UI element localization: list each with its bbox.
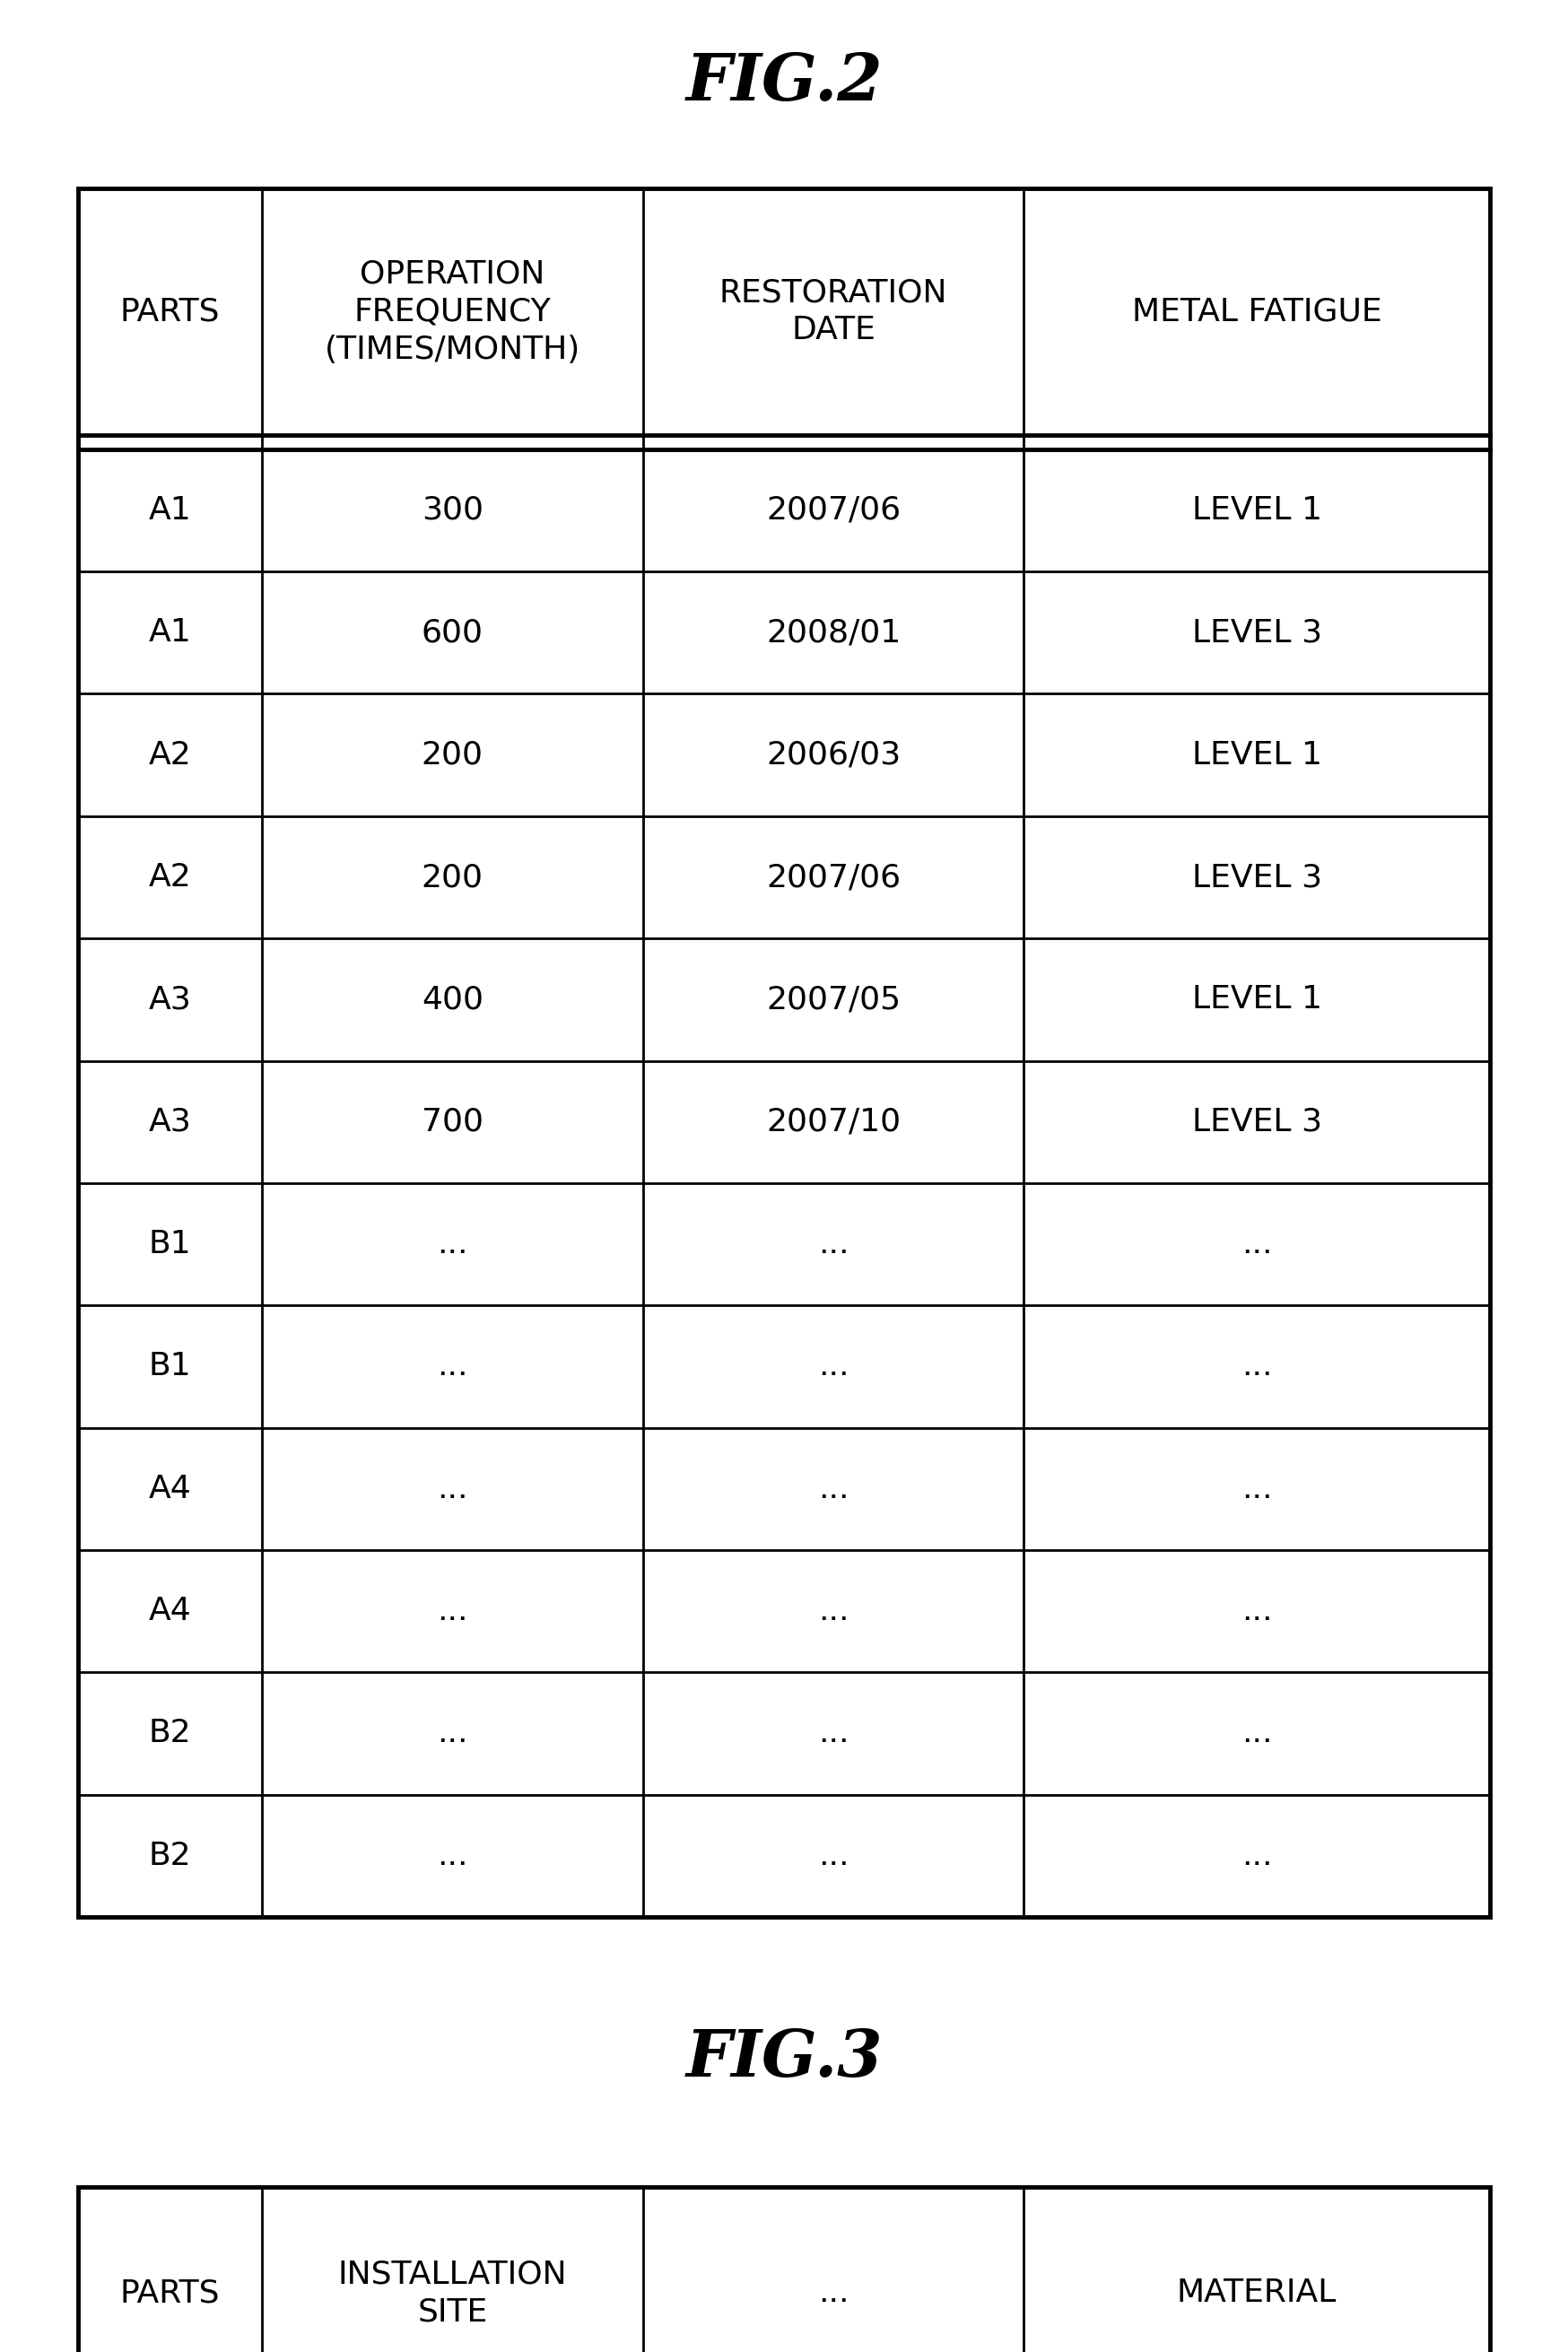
Text: LEVEL 1: LEVEL 1 <box>1192 741 1322 769</box>
Text: 600: 600 <box>422 619 483 647</box>
Text: ...: ... <box>437 1230 467 1258</box>
Text: ...: ... <box>437 1597 467 1625</box>
Text: RESTORATION
DATE: RESTORATION DATE <box>720 278 947 346</box>
Text: ...: ... <box>818 1352 848 1381</box>
Text: PARTS: PARTS <box>121 296 220 327</box>
Text: ...: ... <box>1242 1230 1272 1258</box>
Text: ...: ... <box>818 1230 848 1258</box>
Text: 2007/10: 2007/10 <box>767 1108 900 1136</box>
Text: LEVEL 1: LEVEL 1 <box>1192 985 1322 1014</box>
Text: A4: A4 <box>149 1475 191 1503</box>
Text: A1: A1 <box>149 496 191 524</box>
Text: 2007/06: 2007/06 <box>767 496 900 524</box>
Text: A3: A3 <box>149 985 191 1014</box>
Text: LEVEL 3: LEVEL 3 <box>1192 1108 1322 1136</box>
Text: INSTALLATION
SITE: INSTALLATION SITE <box>337 2258 568 2328</box>
Text: A3: A3 <box>149 1108 191 1136</box>
Bar <box>78 188 1490 1917</box>
Text: 200: 200 <box>422 741 483 769</box>
Text: ...: ... <box>818 2279 848 2307</box>
Text: ...: ... <box>1242 1597 1272 1625</box>
Text: ...: ... <box>818 1842 848 1870</box>
Bar <box>78 2187 1490 2352</box>
Text: B2: B2 <box>149 1719 191 1748</box>
Text: METAL FATIGUE: METAL FATIGUE <box>1132 296 1381 327</box>
Text: PARTS: PARTS <box>121 2279 220 2307</box>
Text: ...: ... <box>1242 1475 1272 1503</box>
Text: B2: B2 <box>149 1842 191 1870</box>
Text: ...: ... <box>437 1475 467 1503</box>
Text: B1: B1 <box>149 1352 191 1381</box>
Text: 700: 700 <box>422 1108 483 1136</box>
Text: ...: ... <box>1242 1719 1272 1748</box>
Text: OPERATION
FREQUENCY
(TIMES/MONTH): OPERATION FREQUENCY (TIMES/MONTH) <box>325 259 580 365</box>
Text: ...: ... <box>818 1597 848 1625</box>
Text: 2007/05: 2007/05 <box>767 985 900 1014</box>
Text: ...: ... <box>437 1842 467 1870</box>
Text: ...: ... <box>1242 1842 1272 1870</box>
Text: LEVEL 3: LEVEL 3 <box>1192 863 1322 891</box>
Text: 300: 300 <box>422 496 483 524</box>
Text: ...: ... <box>818 1719 848 1748</box>
Text: 2008/01: 2008/01 <box>767 619 900 647</box>
Text: ...: ... <box>437 1352 467 1381</box>
Text: 200: 200 <box>422 863 483 891</box>
Text: A2: A2 <box>149 863 191 891</box>
Text: 2006/03: 2006/03 <box>767 741 900 769</box>
Text: A1: A1 <box>149 619 191 647</box>
Text: A4: A4 <box>149 1597 191 1625</box>
Text: A2: A2 <box>149 741 191 769</box>
Text: 400: 400 <box>422 985 483 1014</box>
Text: MATERIAL: MATERIAL <box>1176 2279 1338 2307</box>
Text: ...: ... <box>437 1719 467 1748</box>
Text: B1: B1 <box>149 1230 191 1258</box>
Text: ...: ... <box>818 1475 848 1503</box>
Text: ...: ... <box>1242 1352 1272 1381</box>
Text: 2007/06: 2007/06 <box>767 863 900 891</box>
Text: LEVEL 1: LEVEL 1 <box>1192 496 1322 524</box>
Text: FIG.3: FIG.3 <box>685 2025 883 2091</box>
Text: LEVEL 3: LEVEL 3 <box>1192 619 1322 647</box>
Text: FIG.2: FIG.2 <box>685 49 883 115</box>
